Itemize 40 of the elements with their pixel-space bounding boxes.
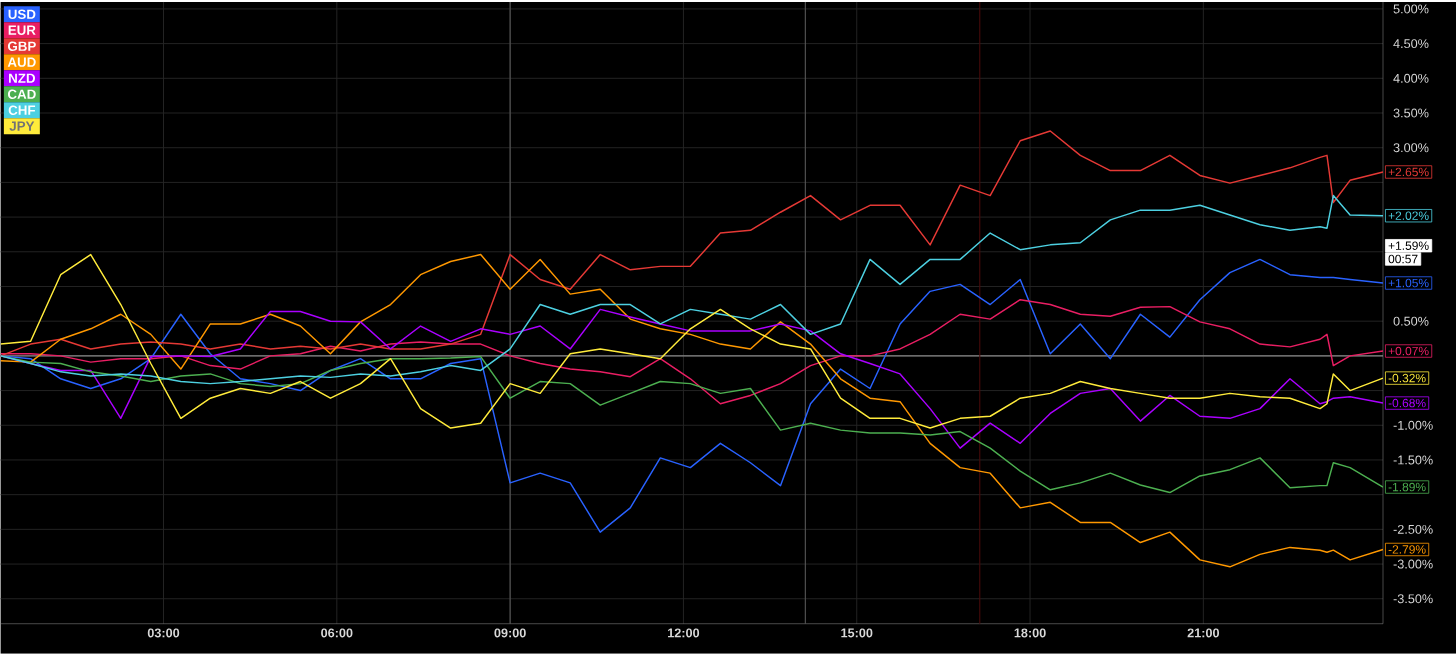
- x-tick-label: 18:00: [1014, 628, 1046, 638]
- line-series: [0, 253, 1384, 429]
- text: 00:57: [1388, 254, 1418, 264]
- data-label: -2.79%: [1388, 545, 1426, 554]
- text: AUD: [7, 57, 36, 68]
- y-tick-label: 3.50%: [1393, 108, 1429, 118]
- text: EUR: [8, 25, 36, 36]
- data-label: -0.68%: [1388, 398, 1426, 408]
- y-tick-label: -1.50%: [1393, 455, 1433, 465]
- y-tick-label: -3.50%: [1393, 594, 1433, 604]
- text: JPY: [9, 121, 35, 131]
- data-label: -0.32%: [1388, 373, 1426, 383]
- x-tick-label: 06:00: [321, 628, 353, 638]
- y-tick-label: 0.50%: [1393, 316, 1429, 326]
- line-series: [0, 194, 1384, 385]
- data-label: +2.02%: [1388, 211, 1429, 221]
- y-tick-label: -2.50%: [1393, 525, 1433, 534]
- data-label: +2.65%: [1388, 167, 1429, 177]
- x-tick-label: 09:00: [494, 628, 526, 638]
- text: CHF: [8, 105, 36, 116]
- text: GBP: [7, 41, 36, 52]
- y-tick-label: -1.00%: [1393, 420, 1433, 430]
- text: CAD: [7, 89, 36, 100]
- line-series: [0, 299, 1384, 405]
- data-label: -1.89%: [1388, 482, 1426, 492]
- data-label: +1.05%: [1388, 278, 1429, 288]
- data-label: +0.07%: [1388, 346, 1429, 356]
- y-tick-label: 5.00%: [1393, 4, 1429, 14]
- y-tick-label: 3.00%: [1393, 143, 1429, 153]
- y-tick-label: 4.50%: [1393, 39, 1429, 49]
- text: USD: [8, 9, 36, 20]
- y-tick-label: 4.00%: [1393, 73, 1429, 83]
- x-tick-label: 12:00: [668, 628, 700, 638]
- y-tick-label: -3.00%: [1393, 559, 1433, 569]
- text: NZD: [9, 73, 35, 83]
- line-series: [0, 130, 1384, 357]
- x-tick-label: 21:00: [1187, 628, 1220, 638]
- text: +1.59%: [1388, 241, 1429, 251]
- x-tick-label: 15:00: [841, 628, 873, 638]
- x-tick-label: 03:00: [147, 628, 180, 638]
